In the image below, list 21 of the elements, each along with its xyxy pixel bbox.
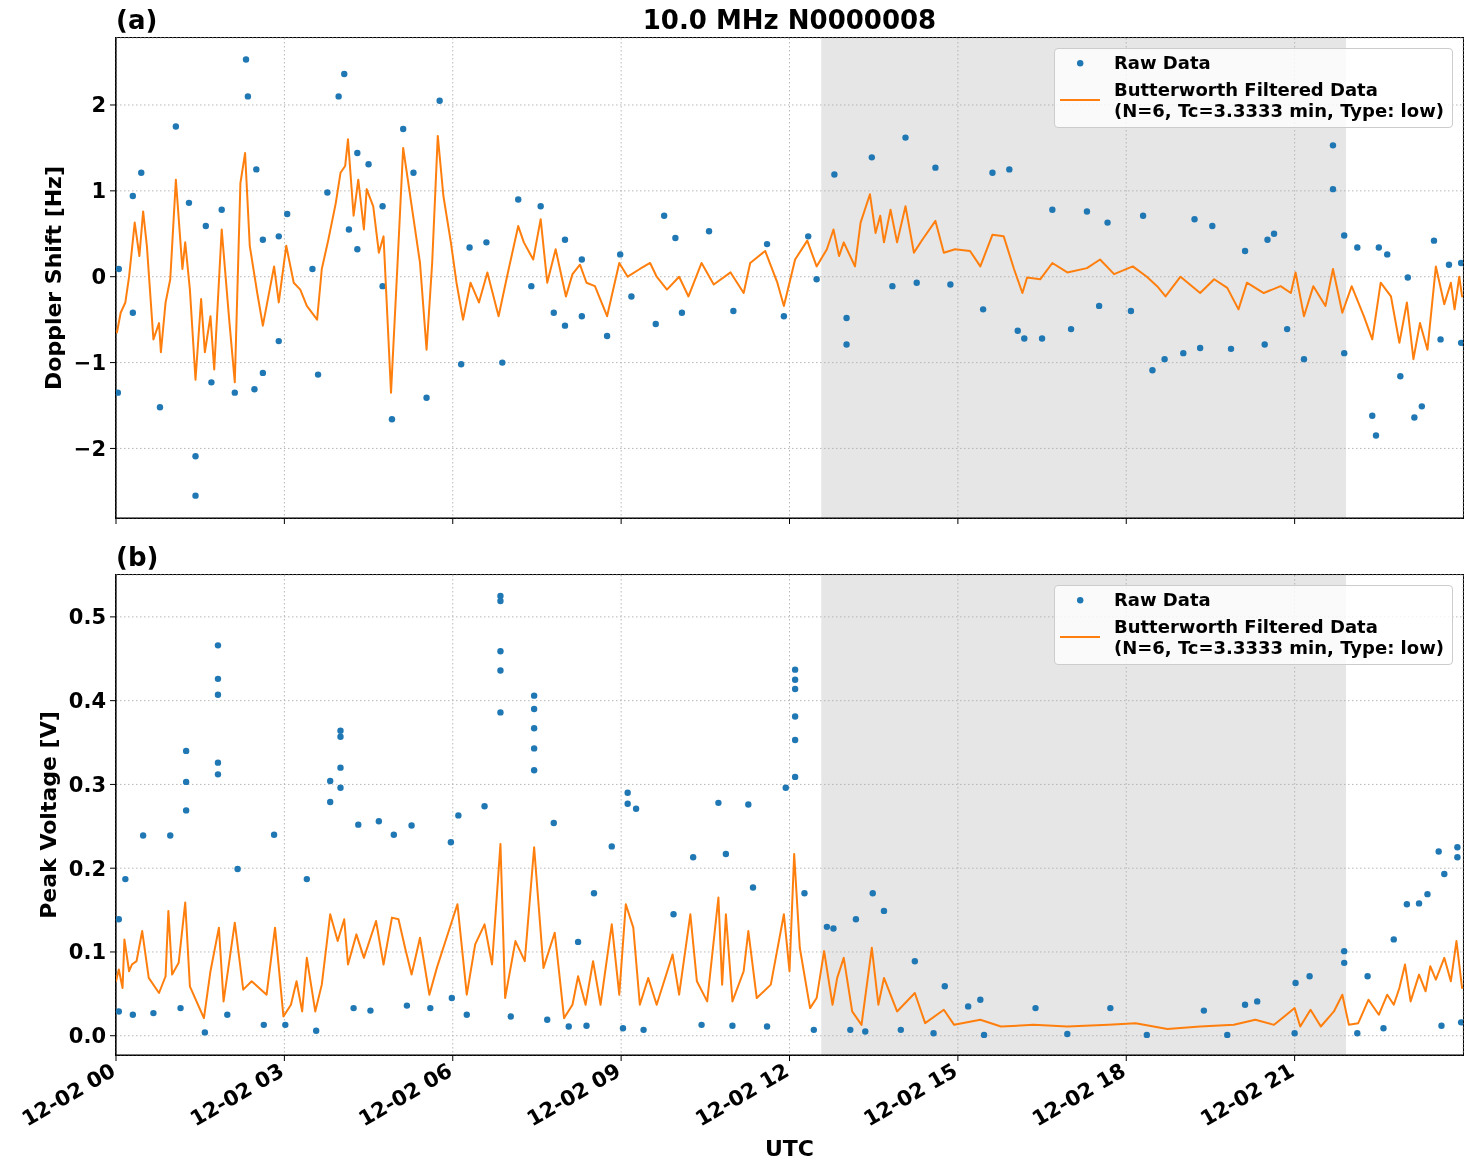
y-tick-label: 0.3 bbox=[68, 772, 106, 797]
x-axis-title: UTC bbox=[764, 1136, 815, 1161]
legend-label: Raw Data bbox=[1113, 52, 1211, 74]
y-tick-label: 0.5 bbox=[68, 605, 106, 630]
legend-label: Raw Data bbox=[1113, 589, 1211, 611]
y-tick-label: 0.1 bbox=[68, 940, 106, 965]
y-axis-title: Peak Voltage [V] bbox=[35, 711, 61, 919]
y-tick-label: 1 bbox=[91, 179, 106, 204]
y-tick-label: 0.4 bbox=[68, 689, 106, 714]
y-tick-label: −2 bbox=[73, 436, 106, 461]
y-tick-label: 0 bbox=[91, 265, 106, 290]
legend-label: Butterworth Filtered Data (N=6, Tc=3.3333 min, Type: low) bbox=[1113, 615, 1444, 659]
y-axis-title: Doppler Shift [Hz] bbox=[40, 166, 66, 390]
text: (a) bbox=[116, 5, 158, 35]
y-tick-label: 0.2 bbox=[68, 856, 106, 881]
y-tick-label: −1 bbox=[73, 351, 106, 376]
y-tick-label: 2 bbox=[91, 93, 106, 118]
chart-title: 10.0 MHz N0000008 bbox=[642, 5, 937, 35]
text: (b) bbox=[116, 542, 159, 572]
legend-label: Butterworth Filtered Data (N=6, Tc=3.3333 min, Type: low) bbox=[1113, 78, 1444, 122]
y-tick-label: 0.0 bbox=[68, 1024, 106, 1049]
